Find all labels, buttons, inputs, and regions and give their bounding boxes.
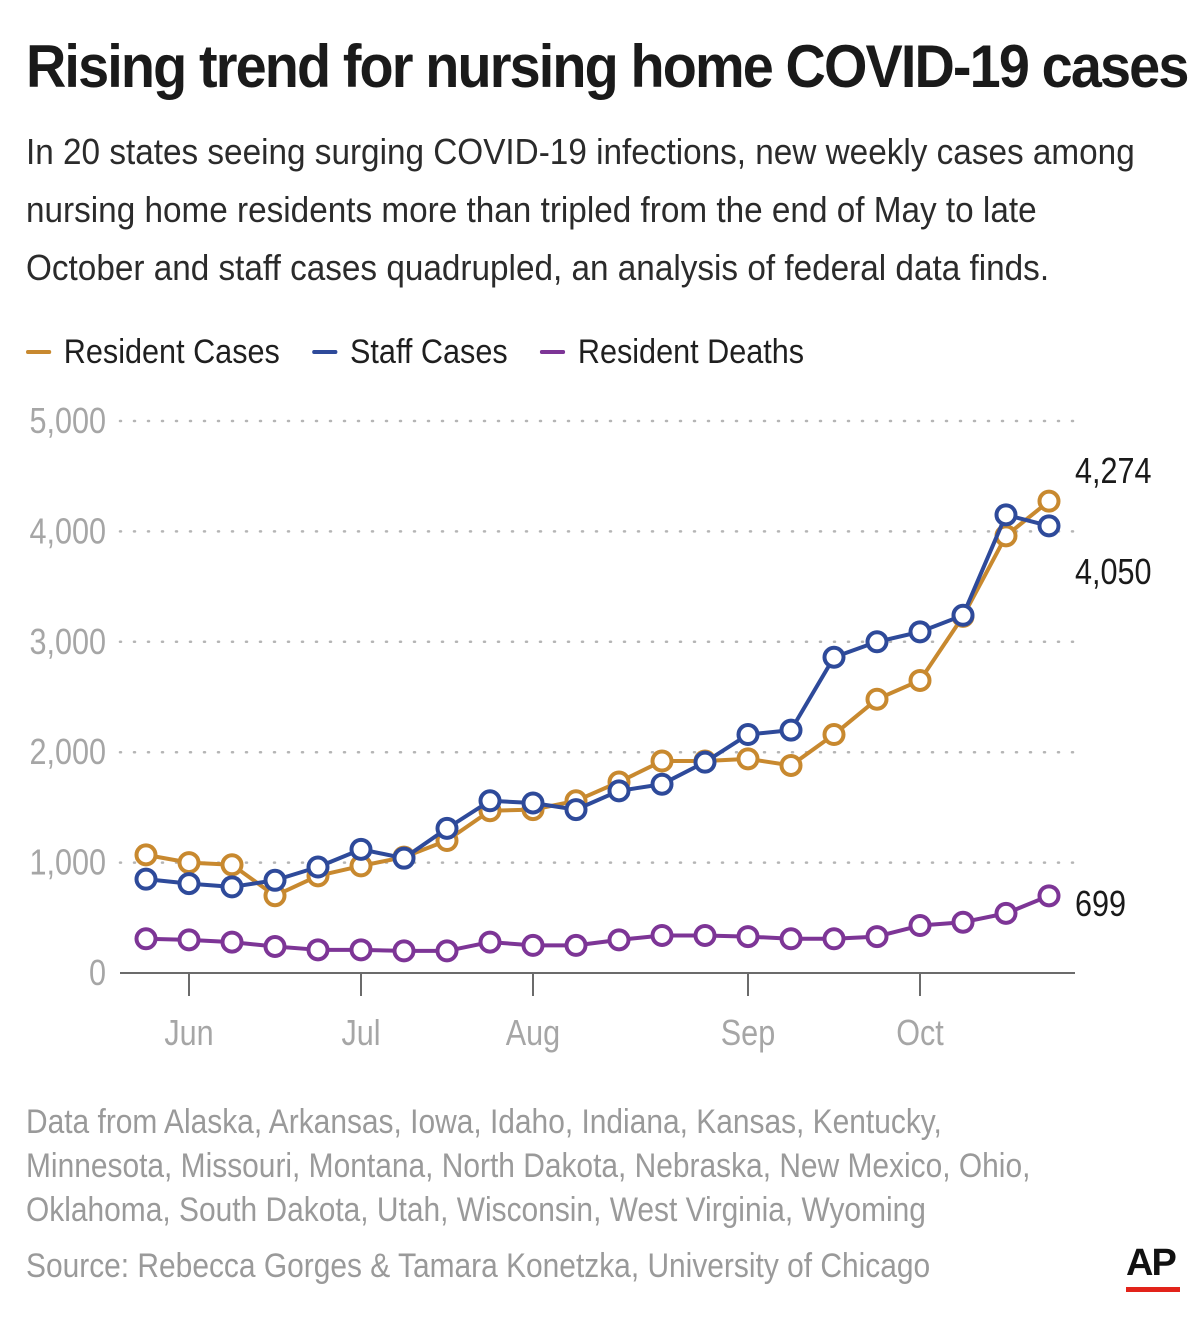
x-tick-label-jun: Jun (164, 1014, 213, 1054)
legend-swatch-staff-cases (312, 350, 338, 354)
data-point-resident-deaths (779, 927, 803, 951)
data-point-staff-cases (306, 855, 330, 879)
data-point-resident-deaths (736, 925, 760, 949)
data-point-resident-deaths (177, 928, 201, 952)
data-point-resident-cases (134, 843, 158, 867)
data-point-resident-deaths (263, 935, 287, 959)
data-point-resident-deaths (1037, 884, 1061, 908)
data-point-staff-cases (693, 750, 717, 774)
data-point-resident-cases (779, 753, 803, 777)
data-point-resident-deaths (908, 914, 932, 938)
legend-item-resident-cases: Resident Cases (26, 333, 280, 372)
data-point-resident-cases (650, 749, 674, 773)
end-label-resident-deaths: 699 (1075, 885, 1126, 925)
legend-label-resident-deaths: Resident Deaths (577, 332, 805, 371)
data-point-staff-cases (392, 846, 416, 870)
chart-subtitle: In 20 states seeing surging COVID-19 inf… (26, 131, 1135, 288)
data-point-staff-cases (908, 620, 932, 644)
legend-item-resident-deaths: Resident Deaths (540, 333, 804, 372)
x-tick-label-aug: Aug (506, 1014, 560, 1054)
data-point-resident-cases (865, 687, 889, 711)
data-point-staff-cases (736, 723, 760, 747)
data-point-resident-deaths (607, 928, 631, 952)
ap-logo: AP (1126, 1243, 1182, 1295)
data-point-staff-cases (521, 791, 545, 815)
x-tick-label-oct: Oct (896, 1014, 944, 1054)
legend: Resident Cases Staff Cases Resident Deat… (26, 328, 836, 376)
legend-swatch-resident-cases (26, 350, 52, 354)
data-point-staff-cases (263, 868, 287, 892)
data-point-resident-deaths (650, 923, 674, 947)
data-point-staff-cases (607, 779, 631, 803)
data-point-staff-cases (951, 603, 975, 627)
source-credit: Source: Rebecca Gorges & Tamara Konetzka… (26, 1247, 931, 1285)
legend-swatch-resident-deaths (540, 350, 566, 354)
data-point-staff-cases (349, 837, 373, 861)
data-note: Data from Alaska, Arkansas, Iowa, Idaho,… (26, 1103, 1031, 1229)
data-point-staff-cases (779, 718, 803, 742)
ap-logo-text: AP (1126, 1242, 1177, 1284)
data-point-resident-deaths (693, 923, 717, 947)
data-point-resident-cases (1037, 489, 1061, 513)
series-resident-deaths (134, 884, 1061, 963)
data-point-resident-cases (177, 851, 201, 875)
data-point-staff-cases (822, 645, 846, 669)
data-point-resident-deaths (349, 938, 373, 962)
data-point-resident-deaths (822, 927, 846, 951)
data-point-staff-cases (564, 798, 588, 822)
data-point-resident-deaths (521, 933, 545, 957)
data-point-resident-deaths (994, 901, 1018, 925)
y-tick-label: 0 (89, 954, 106, 994)
x-tick-label-jul: Jul (341, 1014, 380, 1054)
data-point-resident-cases (908, 668, 932, 692)
y-tick-label: 1,000 (29, 843, 106, 883)
data-point-staff-cases (435, 816, 459, 840)
legend-label-resident-cases: Resident Cases (63, 332, 280, 371)
legend-item-staff-cases: Staff Cases (312, 332, 508, 372)
data-point-resident-deaths (392, 939, 416, 963)
data-point-resident-deaths (865, 925, 889, 949)
data-point-staff-cases (994, 503, 1018, 527)
data-point-resident-deaths (435, 939, 459, 963)
series-line-staff-cases (145, 512, 1050, 889)
data-point-staff-cases (134, 867, 158, 891)
data-point-resident-cases (736, 747, 760, 771)
y-tick-label: 4,000 (29, 512, 106, 552)
series-line-resident-cases (145, 499, 1051, 898)
y-tick-label: 5,000 (29, 402, 106, 442)
data-point-resident-deaths (134, 927, 158, 951)
end-label-staff-cases: 4,050 (1075, 553, 1152, 593)
chart-title: Rising trend for nursing home COVID-19 c… (26, 33, 1189, 100)
data-point-resident-cases (220, 853, 244, 877)
data-point-staff-cases (478, 789, 502, 813)
data-point-resident-deaths (306, 938, 330, 962)
series-staff-cases (134, 503, 1061, 899)
data-point-resident-deaths (564, 933, 588, 957)
data-point-staff-cases (177, 872, 201, 896)
line-chart: 0 1,000 2,000 3,000 4,000 5,000 Jun Jul Aug Sep Oc… (29, 402, 1152, 1054)
data-point-staff-cases (650, 772, 674, 796)
data-point-resident-cases (822, 723, 846, 747)
data-point-staff-cases (1037, 514, 1061, 538)
data-point-staff-cases (865, 630, 889, 654)
data-point-resident-deaths (951, 910, 975, 934)
legend-label-staff-cases: Staff Cases (350, 332, 508, 371)
y-tick-label: 2,000 (29, 733, 106, 773)
series-line-resident-deaths (145, 893, 1050, 953)
data-point-resident-deaths (478, 930, 502, 954)
y-tick-label: 3,000 (29, 623, 106, 663)
x-tick-label-sep: Sep (721, 1014, 775, 1054)
data-point-staff-cases (220, 875, 244, 899)
end-label-resident-cases: 4,274 (1075, 452, 1152, 492)
series-resident-cases (134, 489, 1061, 908)
data-point-resident-deaths (220, 930, 244, 954)
ap-logo-bar (1126, 1287, 1180, 1292)
